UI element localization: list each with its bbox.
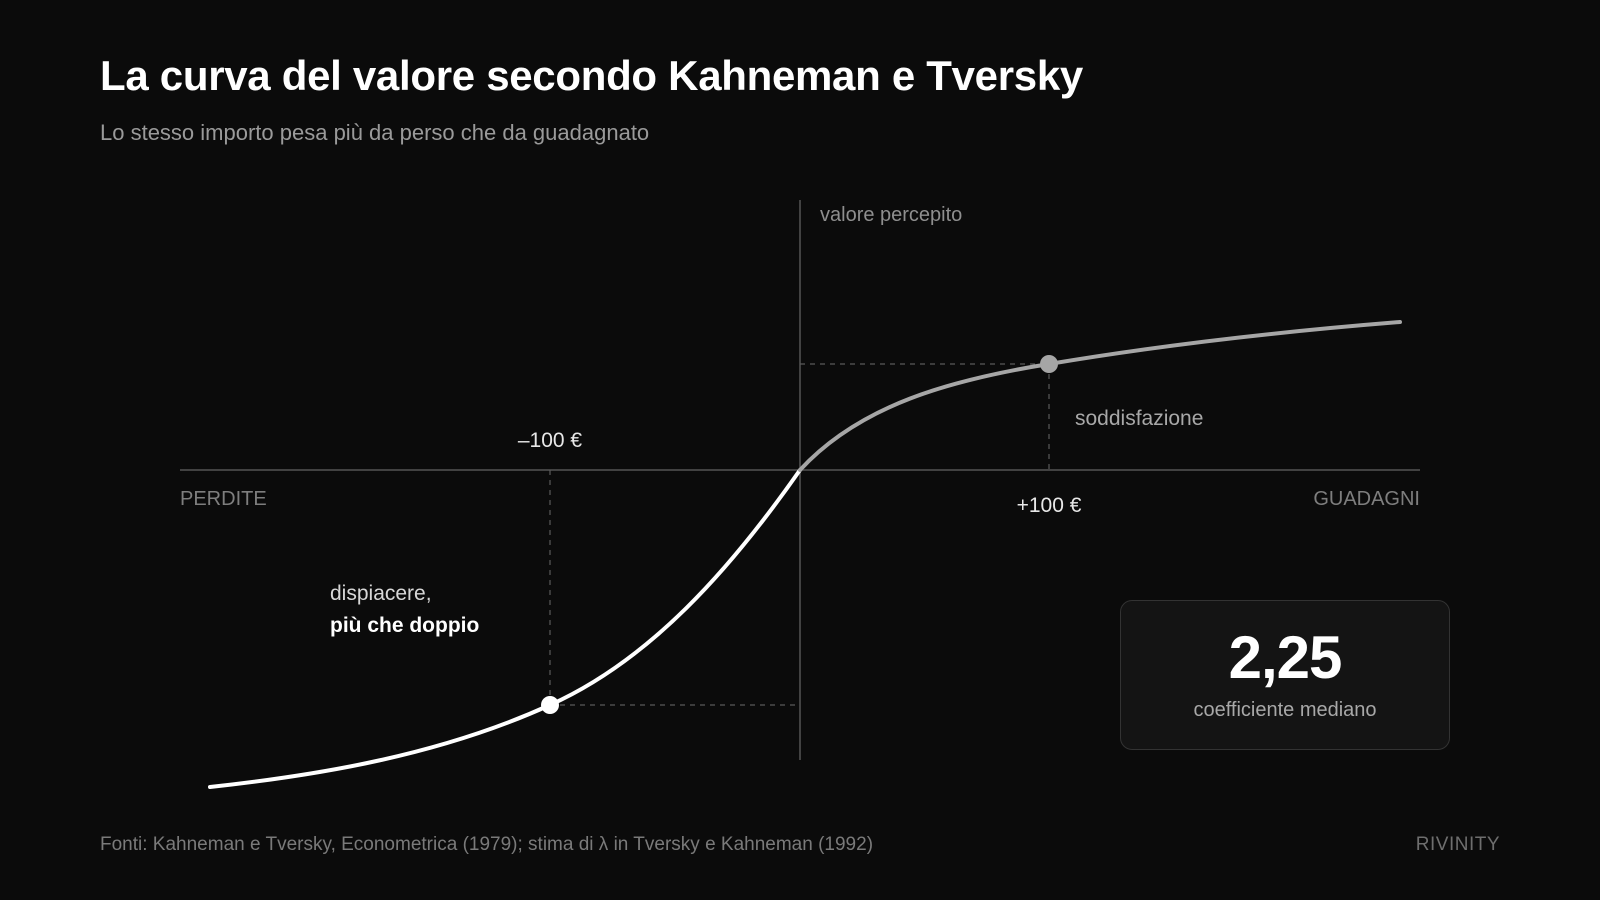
coefficient-card: 2,25 coefficiente mediano [1120, 600, 1450, 750]
gain-annotation: soddisfazione [1075, 407, 1203, 430]
page-title: La curva del valore secondo Kahneman e T… [100, 52, 1083, 99]
loss-annotation-line2: più che doppio [330, 614, 479, 637]
page-subtitle: Lo stesso importo pesa più da perso che … [100, 120, 650, 145]
x-axis-left-label: PERDITE [180, 488, 267, 510]
gain-marker-label: +100 € [1017, 494, 1082, 517]
y-axis-label: valore percepito [820, 204, 962, 226]
gain-curve [798, 320, 1402, 472]
gain-point [1040, 355, 1058, 373]
coefficient-value: 2,25 [1228, 624, 1343, 691]
x-axis-right-label: GUADAGNI [1313, 488, 1420, 510]
footer-brand: RIVINITY [1415, 834, 1500, 855]
loss-curve [208, 468, 802, 789]
loss-point [541, 696, 559, 714]
loss-marker-label: –100 € [518, 429, 583, 452]
loss-annotation-line1: dispiacere, [330, 582, 432, 605]
coefficient-label: coefficiente mediano [1193, 699, 1377, 721]
footer-source: Fonti: Kahneman e Tversky, Econometrica … [100, 834, 874, 855]
